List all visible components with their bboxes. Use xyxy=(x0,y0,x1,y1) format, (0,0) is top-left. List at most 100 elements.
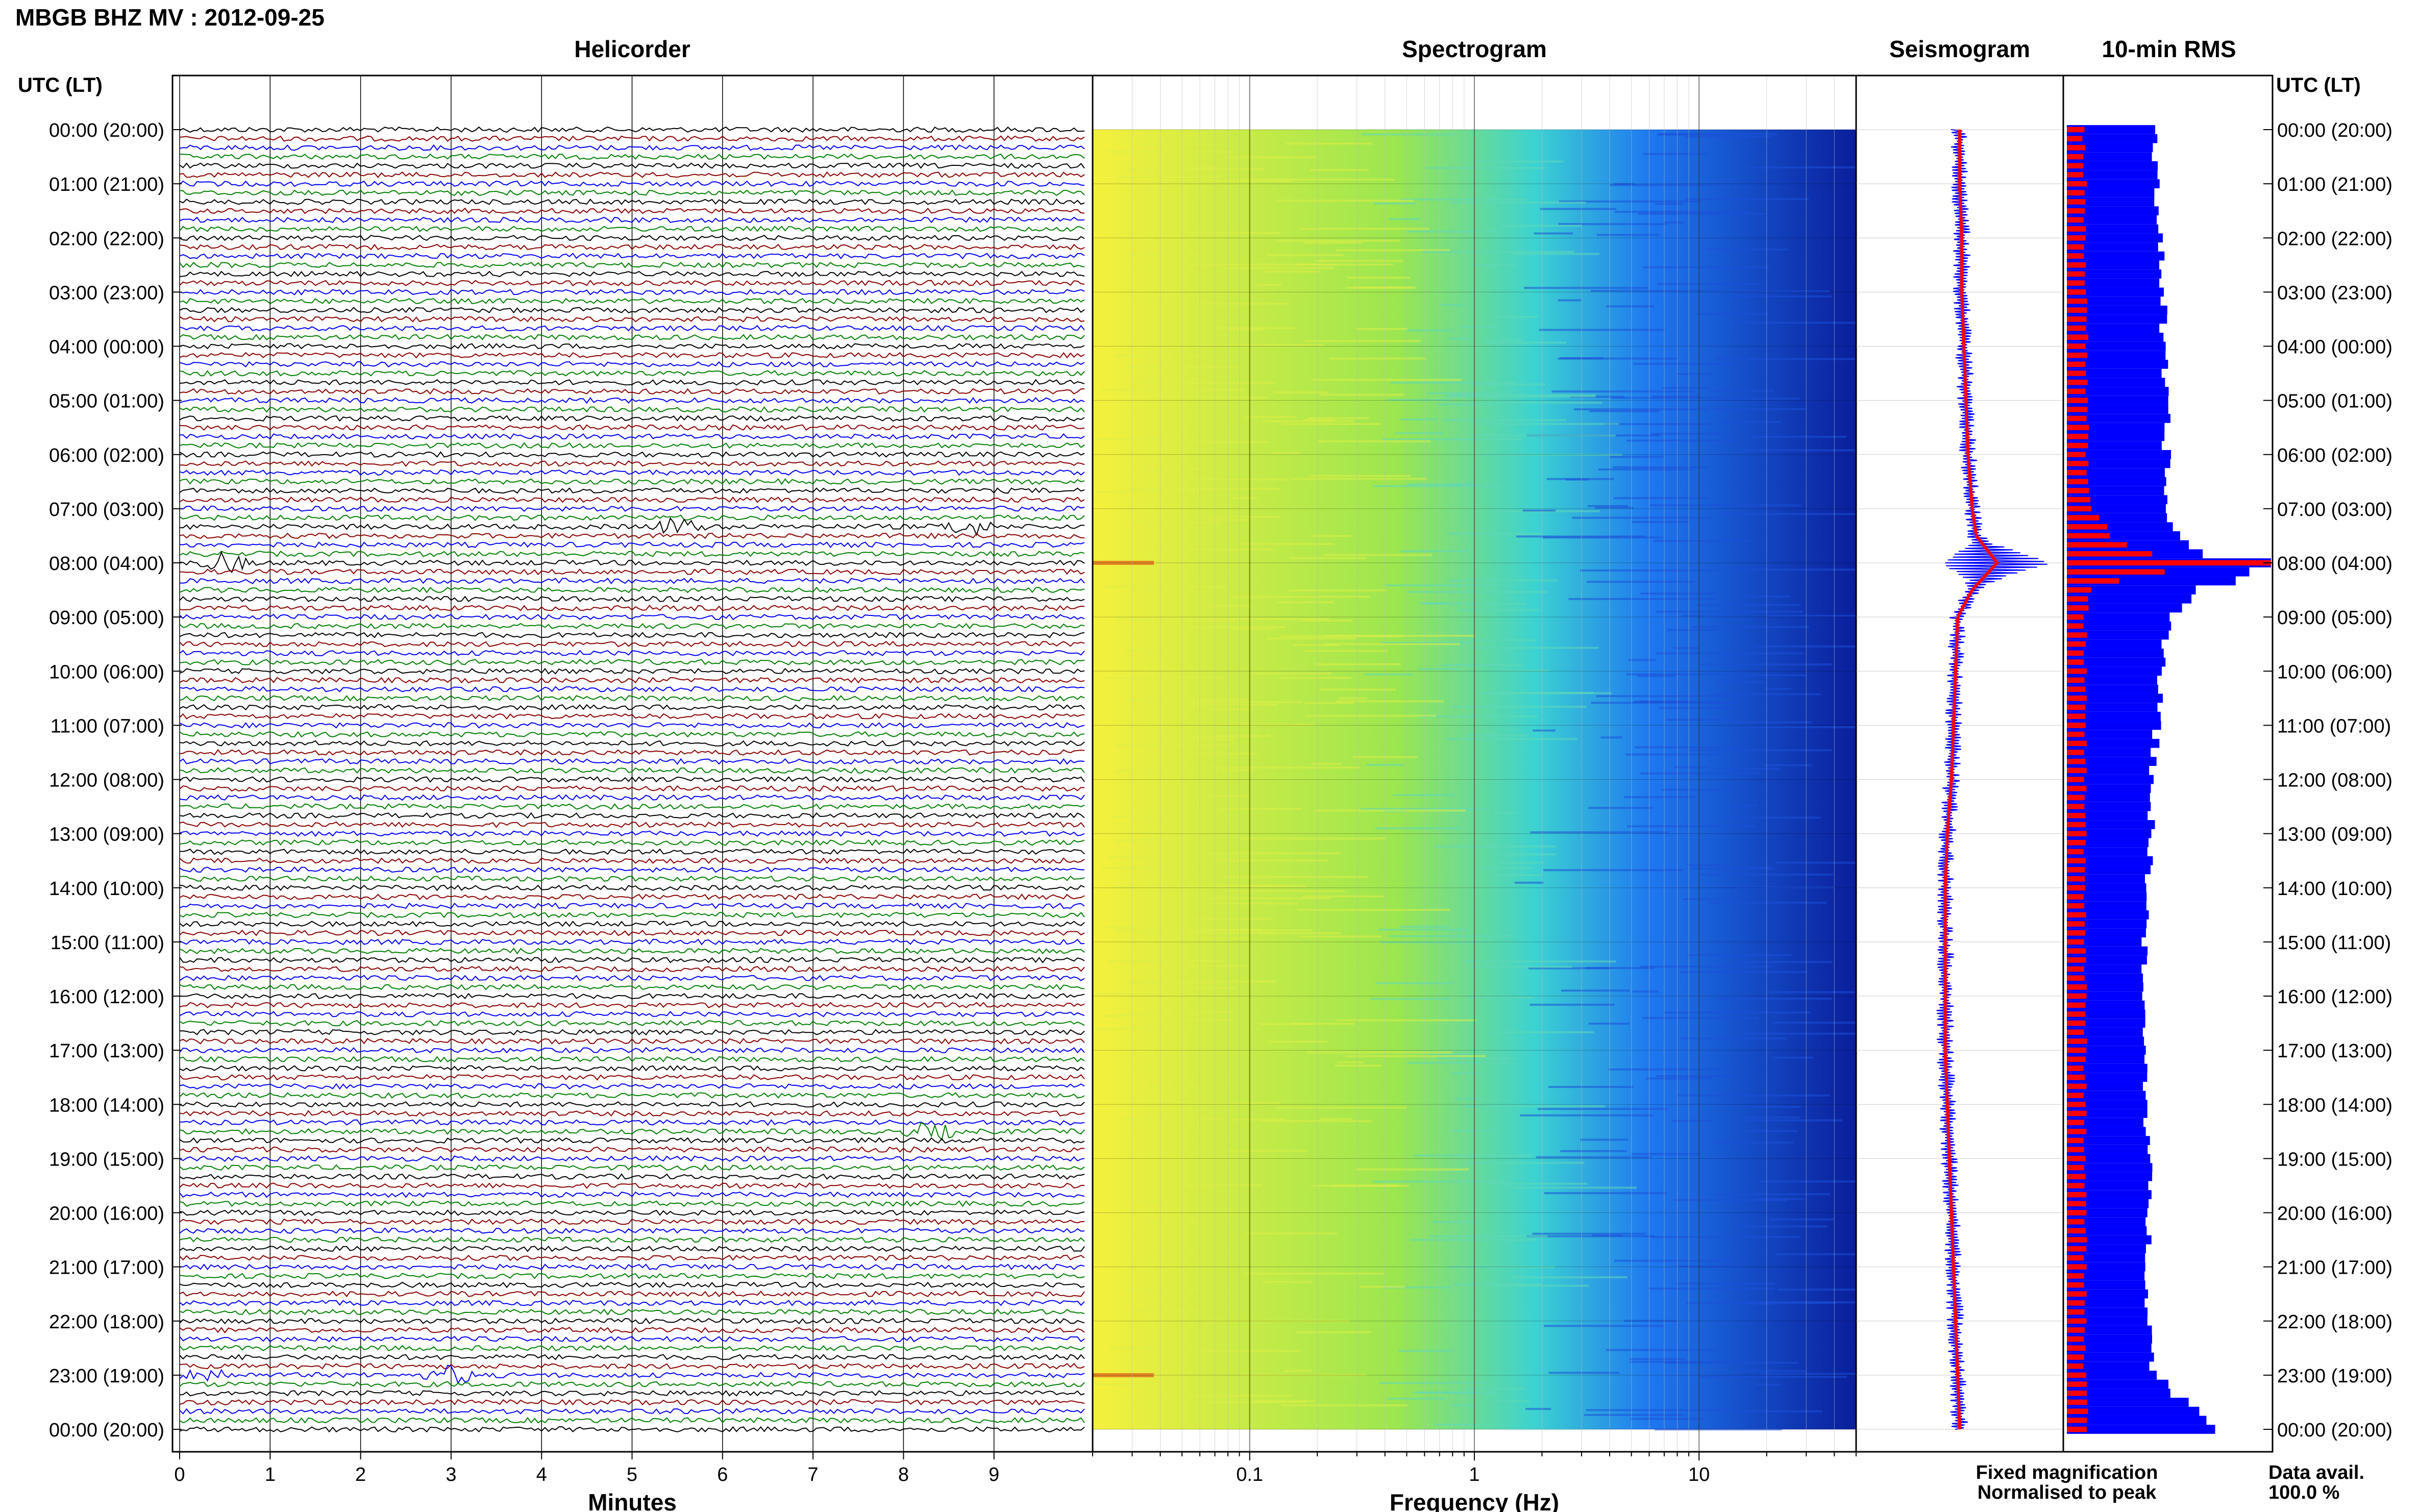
spectrogram-cell xyxy=(1132,1309,1202,1312)
time-tick-right: 16:00 (12:00) xyxy=(2277,986,2392,1008)
helicorder-trace xyxy=(179,794,1085,801)
helicorder-trace xyxy=(179,568,1085,576)
spectrogram-cell xyxy=(1587,581,1695,583)
rms-bar-normalised xyxy=(2067,1065,2084,1071)
helicorder-trace xyxy=(179,1155,1085,1162)
helicorder-trace xyxy=(179,1218,1085,1225)
spectrogram-cell xyxy=(1400,418,1438,420)
rms-bar-fixed xyxy=(2067,721,2161,730)
rms-bar-fixed xyxy=(2067,360,2168,369)
spectrogram-cell xyxy=(1533,729,1556,732)
helicorder-trace xyxy=(179,288,1085,295)
spectrogram-cell xyxy=(1464,960,1616,963)
spectrogram-cell xyxy=(1273,391,1329,393)
rms-bar-normalised xyxy=(2067,948,2086,954)
helicorder-trace xyxy=(179,659,1085,665)
spectrogram-cell xyxy=(1659,707,1736,709)
helicorder-trace xyxy=(179,1335,1085,1343)
time-tick-left: 08:00 (04:00) xyxy=(49,553,164,575)
spectrogram-cell xyxy=(1565,478,1589,481)
spectrogram-cell xyxy=(1213,735,1271,737)
rms-bar-fixed xyxy=(2067,639,2162,649)
spectrogram-cell xyxy=(1399,926,1449,928)
time-tick-right: 08:00 (04:00) xyxy=(2277,553,2392,575)
rms-bar-normalised xyxy=(2067,1390,2087,1396)
spectrogram-cell xyxy=(1257,618,1329,621)
rms-bar-normalised xyxy=(2067,876,2085,882)
rms-bar-normalised xyxy=(2067,921,2085,927)
spectrogram-cell xyxy=(1214,902,1298,905)
spectrogram-cell xyxy=(1534,232,1573,235)
spectrogram-cell xyxy=(1305,714,1436,717)
spectrogram-cell xyxy=(1523,287,1648,289)
spectrogram-cell xyxy=(1282,423,1381,425)
spectrogram-cell xyxy=(1426,392,1500,394)
spectrogram-cell xyxy=(1239,837,1386,840)
spectrogram-cell xyxy=(1319,393,1404,396)
rms-bar-fixed xyxy=(2067,450,2171,459)
spectrogram-cell xyxy=(1632,520,1690,523)
spectrogram-cell xyxy=(1190,964,1247,967)
spectrogram-cell xyxy=(1142,467,1203,470)
rms-bar-fixed xyxy=(2067,368,2162,378)
spectrogram-cell xyxy=(1387,1397,1446,1400)
spectrogram-cell xyxy=(1628,659,1656,661)
spectrogram-cell xyxy=(1134,960,1223,962)
spectrogram-cell xyxy=(1584,1414,1684,1416)
helicorder-trace xyxy=(179,613,1085,621)
helicorder-trace xyxy=(179,839,1085,846)
spectrogram-cell xyxy=(1299,228,1429,230)
helicorder-trace xyxy=(179,586,1085,593)
rms-bar-normalised xyxy=(2067,1074,2085,1080)
spectrogram-cell xyxy=(1407,591,1548,593)
helicorder-trace xyxy=(179,307,1085,314)
rms-bar-normalised xyxy=(2067,1354,2084,1360)
rms-bar-normalised xyxy=(2067,1192,2087,1198)
time-tick-right: 01:00 (21:00) xyxy=(2277,174,2392,195)
rms-bar-fixed xyxy=(2067,1343,2152,1353)
helicorder-trace xyxy=(179,1056,1085,1063)
spectrogram-cell xyxy=(1442,419,1567,422)
spectrogram-cell xyxy=(1335,1064,1381,1067)
rms-bar-fixed xyxy=(2067,1190,2152,1199)
rms-bar-fixed xyxy=(2067,1425,2215,1434)
spectrogram-cell xyxy=(1204,396,1267,399)
spectrogram-cell xyxy=(1611,396,1725,399)
spectrogram-cell xyxy=(1225,267,1335,269)
helicorder-trace xyxy=(179,1200,1085,1207)
rms-bar-normalised xyxy=(2067,434,2088,439)
helicorder-trace xyxy=(179,551,1085,574)
helicorder-trace xyxy=(179,226,1085,232)
rms-bar-fixed xyxy=(2067,197,2155,207)
helicorder-trace xyxy=(179,1381,1085,1387)
spectrogram-cell xyxy=(1116,744,1231,747)
seismogram-normalised-trace xyxy=(1943,130,2000,1430)
rms-bar-normalised xyxy=(2067,271,2085,277)
spectrogram-cell xyxy=(1685,198,1809,201)
rms-bar-normalised xyxy=(2067,1210,2087,1216)
rms-bar-fixed xyxy=(2067,603,2182,613)
spectrogram-cell xyxy=(1626,673,1731,676)
helicorder-trace xyxy=(179,325,1085,332)
spectrogram-cell xyxy=(1133,1200,1184,1202)
spectrogram-cell xyxy=(1739,674,1806,677)
spectrogram-cell xyxy=(1587,505,1628,507)
rms-bar-normalised xyxy=(2067,650,2084,656)
rms-bar-normalised xyxy=(2067,1093,2084,1098)
rms-bar-fixed xyxy=(2067,477,2166,486)
rms-bar-normalised xyxy=(2067,578,2119,584)
spectrogram-cell xyxy=(1428,1054,1473,1056)
spectrogram-cell xyxy=(1714,1193,1831,1196)
rms-bar-fixed xyxy=(2067,1379,2168,1389)
spectrogram-cell xyxy=(1303,241,1363,244)
spectrogram-cell xyxy=(1643,153,1708,155)
rms-bar-fixed xyxy=(2067,684,2158,694)
rms-bar-fixed xyxy=(2067,1073,2148,1082)
spectrogram-cell xyxy=(1568,598,1715,600)
rms-bar-fixed xyxy=(2067,1163,2153,1172)
spectrogram-cell xyxy=(1230,1119,1286,1121)
helicorder-trace xyxy=(179,1182,1084,1189)
spectrogram-cell xyxy=(1314,809,1466,812)
helicorder-trace xyxy=(179,938,1085,946)
time-tick-right: 23:00 (19:00) xyxy=(2277,1366,2392,1387)
